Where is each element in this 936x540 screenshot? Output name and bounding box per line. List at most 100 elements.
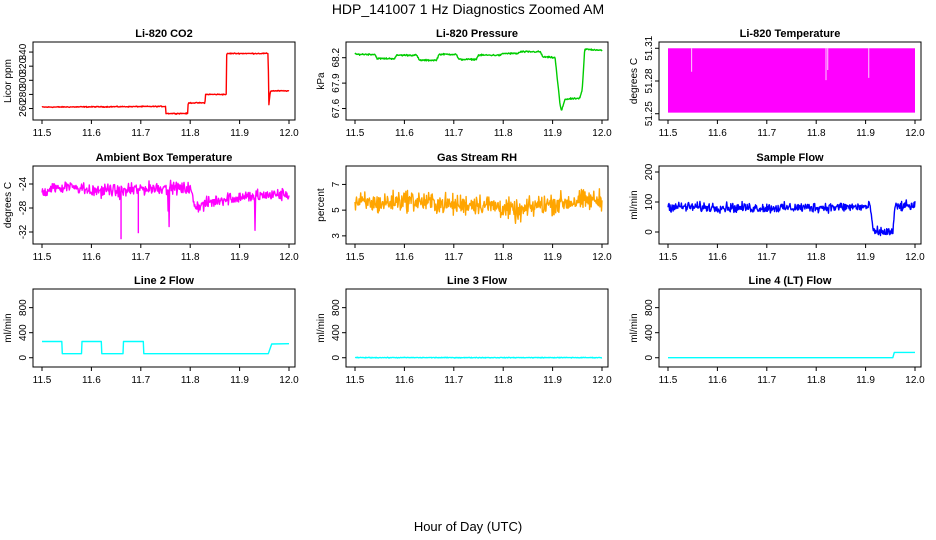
x-tick-label: 11.5 (659, 252, 678, 263)
series-line-0 (354, 188, 603, 224)
y-axis-label: percent (316, 188, 327, 222)
x-tick-label: 11.5 (346, 128, 365, 139)
x-tick-label: 11.9 (543, 252, 562, 263)
x-tick-label: 11.6 (82, 375, 101, 386)
x-tick-label: 11.6 (395, 252, 414, 263)
y-axis-label: kPa (316, 72, 327, 90)
x-tick-label: 11.6 (82, 252, 101, 263)
plot-area (668, 351, 915, 359)
panel-title: Sample Flow (756, 152, 824, 164)
series-line-0 (667, 199, 916, 237)
x-tick-label: 11.7 (444, 128, 463, 139)
x-tick-label: 12.0 (592, 128, 612, 139)
x-tick-label: 11.8 (807, 252, 826, 263)
y-tick-label: 0 (644, 229, 655, 235)
y-tick-label: -28 (18, 200, 29, 215)
y-axis-label: ml/min (316, 313, 327, 342)
panel-line4: Line 4 (LT) Flow 11.5 11.6 11.7 11.8 11.9 12.0… (629, 275, 925, 386)
x-tick-label: 11.9 (230, 252, 249, 263)
y-tick-label: 400 (644, 324, 655, 341)
y-axis-label: ml/min (3, 313, 14, 342)
x-tick-label: 11.8 (494, 252, 513, 263)
panel-co2: Li-820 CO2 11.5 11.6 11.7 11.8 11.9 12.0 260280… (3, 28, 299, 139)
x-tick-label: 12.0 (905, 375, 925, 386)
x-tick-label: 11.7 (131, 375, 150, 386)
x-tick-label: 11.8 (807, 375, 826, 386)
x-tick-label: 11.7 (757, 252, 776, 263)
panel-title: Line 3 Flow (447, 275, 507, 287)
x-tick-label: 11.9 (230, 128, 249, 139)
panel-title: Gas Stream RH (437, 152, 517, 164)
y-tick-label: 0 (644, 355, 655, 361)
x-tick-label: 11.5 (659, 128, 678, 139)
x-tick-label: 11.8 (807, 128, 826, 139)
plot-frame (32, 41, 296, 121)
y-tick-label: 5 (331, 207, 342, 213)
x-tick-label: 11.9 (543, 128, 562, 139)
panel-grid: Li-820 CO2 11.5 11.6 11.7 11.8 11.9 12.0 260280… (3, 28, 925, 386)
x-tick-label: 11.7 (131, 128, 150, 139)
panel-line3: Line 3 Flow 11.5 11.6 11.7 11.8 11.9 12.0 0 400 8… (316, 275, 612, 386)
x-tick-label: 11.5 (659, 375, 678, 386)
x-tick-label: 11.5 (33, 128, 52, 139)
x-tick-label: 11.9 (856, 375, 875, 386)
plot-area (354, 356, 603, 359)
x-tick-label: 11.8 (494, 375, 513, 386)
series-line-0 (668, 351, 915, 359)
series-line-0 (41, 179, 290, 231)
x-tick-label: 11.6 (395, 375, 414, 386)
panel-title: Li-820 CO2 (135, 28, 192, 40)
x-tick-label: 11.6 (708, 375, 727, 386)
x-tick-label: 12.0 (592, 375, 612, 386)
y-tick-label: 51.25 (644, 101, 655, 126)
y-tick-label: 200 (644, 163, 655, 180)
panel-pressure: Li-820 Pressure 11.5 11.6 11.7 11.8 11.9 12.0 6… (316, 28, 612, 139)
y-tick-label: 67.6 (331, 98, 342, 118)
y-tick-label: 320 (18, 57, 29, 74)
y-tick-label: 800 (331, 299, 342, 316)
plot-area (41, 179, 290, 240)
panel-rh: Gas Stream RH 11.5 11.6 11.7 11.8 11.9 12.0 3 5 7… (316, 152, 612, 263)
y-tick-label: 68.2 (331, 48, 342, 68)
y-tick-label: 300 (18, 72, 29, 89)
y-tick-label: 51.31 (644, 35, 655, 60)
panel-title: Line 4 (LT) Flow (749, 275, 832, 287)
x-tick-label: 11.9 (856, 252, 875, 263)
x-tick-label: 11.7 (131, 252, 150, 263)
x-tick-label: 11.8 (494, 128, 513, 139)
x-tick-label: 11.9 (856, 128, 875, 139)
panel-title: Li-820 Pressure (436, 28, 518, 40)
x-tick-label: 12.0 (905, 252, 925, 263)
x-tick-label: 11.9 (543, 375, 562, 386)
x-tick-label: 11.7 (757, 128, 776, 139)
series-line-0 (354, 48, 603, 111)
x-tick-label: 11.8 (181, 375, 200, 386)
x-tick-label: 11.6 (708, 252, 727, 263)
y-axis-label: Licor ppm (3, 59, 14, 103)
y-axis-label: degrees C (3, 182, 14, 228)
y-tick-label: -24 (18, 176, 29, 191)
y-tick-label: 340 (18, 43, 29, 60)
y-tick-label: 400 (331, 324, 342, 341)
panel-box_temp: Ambient Box Temperature 11.5 11.6 11.7 11.8 1… (3, 152, 299, 263)
x-tick-label: 12.0 (279, 252, 299, 263)
y-tick-label: 400 (18, 324, 29, 341)
plot-frame (345, 165, 609, 245)
x-tick-label: 11.7 (444, 252, 463, 263)
y-axis-label: ml/min (629, 313, 640, 342)
y-tick-label: -32 (18, 224, 29, 239)
x-tick-label: 11.9 (230, 375, 249, 386)
plot-area (354, 188, 603, 224)
panel-title: Ambient Box Temperature (96, 152, 233, 164)
x-axis-label: Hour of Day (UTC) (414, 519, 522, 534)
x-tick-label: 12.0 (592, 252, 612, 263)
panel-line2: Line 2 Flow 11.5 11.6 11.7 11.8 11.9 12.0 0 400 8… (3, 275, 299, 386)
series-line-0 (41, 52, 290, 115)
x-tick-label: 11.5 (346, 375, 365, 386)
x-tick-label: 12.0 (279, 375, 299, 386)
plot-area (42, 340, 290, 355)
y-axis-label: degrees C (629, 58, 640, 104)
y-tick-label: 100 (644, 193, 655, 210)
plot-frame (658, 288, 922, 368)
